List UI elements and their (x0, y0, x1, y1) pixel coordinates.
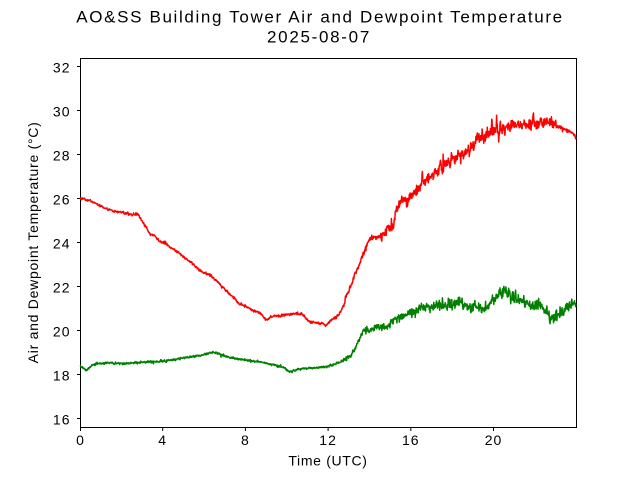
svg-text:0: 0 (76, 432, 85, 448)
svg-text:4: 4 (158, 432, 167, 448)
svg-text:2025-08-07: 2025-08-07 (267, 27, 371, 46)
svg-text:8: 8 (241, 432, 250, 448)
svg-text:26: 26 (53, 192, 71, 208)
svg-text:Air and Dewpoint Temperature (: Air and Dewpoint Temperature (°C) (25, 121, 41, 363)
svg-text:12: 12 (319, 432, 337, 448)
svg-text:AO&SS Building Tower Air and D: AO&SS Building Tower Air and Dewpoint Te… (76, 8, 564, 27)
svg-text:Time (UTC): Time (UTC) (288, 452, 367, 468)
svg-text:16: 16 (402, 432, 420, 448)
svg-text:28: 28 (53, 148, 71, 164)
svg-text:30: 30 (53, 104, 71, 120)
svg-text:20: 20 (53, 324, 71, 340)
svg-text:18: 18 (53, 368, 71, 384)
svg-text:32: 32 (53, 60, 71, 76)
svg-text:24: 24 (53, 236, 71, 252)
svg-text:16: 16 (53, 412, 71, 428)
svg-text:22: 22 (53, 280, 71, 296)
svg-text:20: 20 (485, 432, 503, 448)
